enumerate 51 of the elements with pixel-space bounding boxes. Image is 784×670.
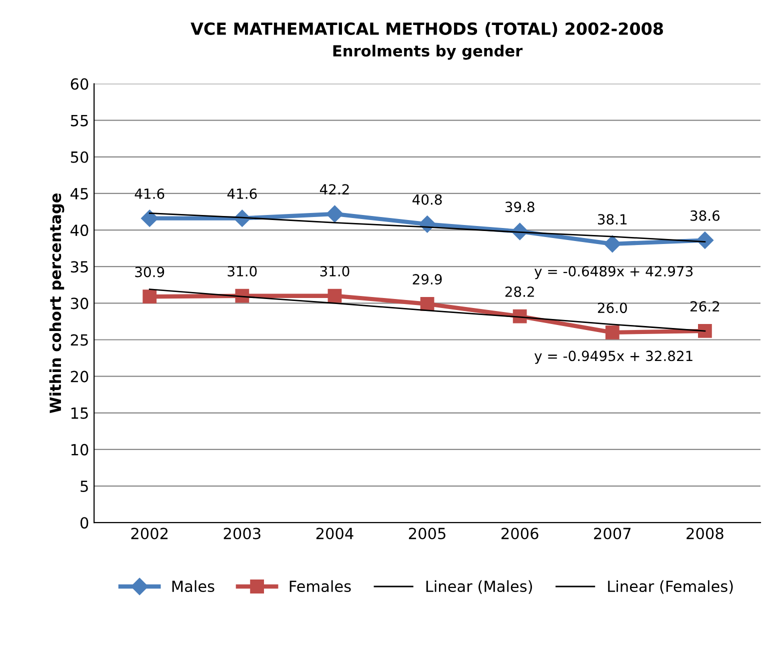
y-tick-label: 5 [80,480,88,492]
point [605,325,620,340]
data-label: 38.1 [598,214,627,225]
annotation: y = -0.9495x + 32.821 [534,350,692,364]
chart-title: VCE MATHEMATICAL METHODS (TOTAL) 2002-2008 [190,22,663,37]
x-tick-label: 2006 [502,528,538,540]
y-tick-label: 50 [70,151,88,163]
x-tick-label: 2003 [224,528,260,540]
data-label: 26.0 [598,302,627,314]
data-label: 39.8 [505,202,534,212]
y-tick-label: 40 [70,224,88,236]
data-label: 29.9 [412,274,442,285]
y-tick-label: 45 [70,188,88,200]
annotation: y = -0.6489x + 42.973 [534,266,693,280]
point [142,290,157,304]
point [420,296,434,311]
y-tick-label: 55 [70,114,88,126]
x-tick-label: 2005 [408,528,446,540]
legend-label: Linear (Females) [608,580,733,594]
data-label: 40.8 [412,194,442,205]
data-label: 31.0 [228,266,257,277]
chart-subtitle: Enrolments by gender [333,44,523,60]
y-axis-title: Within cohort percentage [49,194,64,414]
data-label: 31.0 [320,266,350,277]
legend-label: Females [290,580,351,592]
y-tick-label: 10 [71,444,88,456]
data-label: 26.2 [690,301,720,312]
x-tick-label: 2002 [131,528,168,540]
legend-label: Linear (Males) [426,580,532,594]
point [698,324,712,338]
y-tick-label: 0 [80,517,88,529]
y-tick-label: 15 [71,408,88,419]
x-tick-label: 2004 [316,528,354,540]
data-label: 41.6 [227,188,257,199]
point [604,235,621,252]
y-tick-label: 25 [70,334,88,346]
x-tick-label: 2007 [594,528,631,540]
y-tick-label: 60 [70,78,88,90]
data-label: 28.2 [505,286,534,297]
y-tick-label: 30 [70,298,88,310]
x-tick-label: 2008 [686,528,724,540]
legend-label: Males [172,580,214,592]
point [141,210,158,227]
data-label: 42.2 [320,184,349,194]
point [326,205,344,222]
data-label: 30.9 [135,266,164,278]
y-tick-label: 20 [70,370,88,382]
y-tick-label: 35 [70,261,88,273]
data-label: 41.6 [134,188,164,199]
data-label: 38.6 [690,210,720,221]
point [328,288,342,303]
